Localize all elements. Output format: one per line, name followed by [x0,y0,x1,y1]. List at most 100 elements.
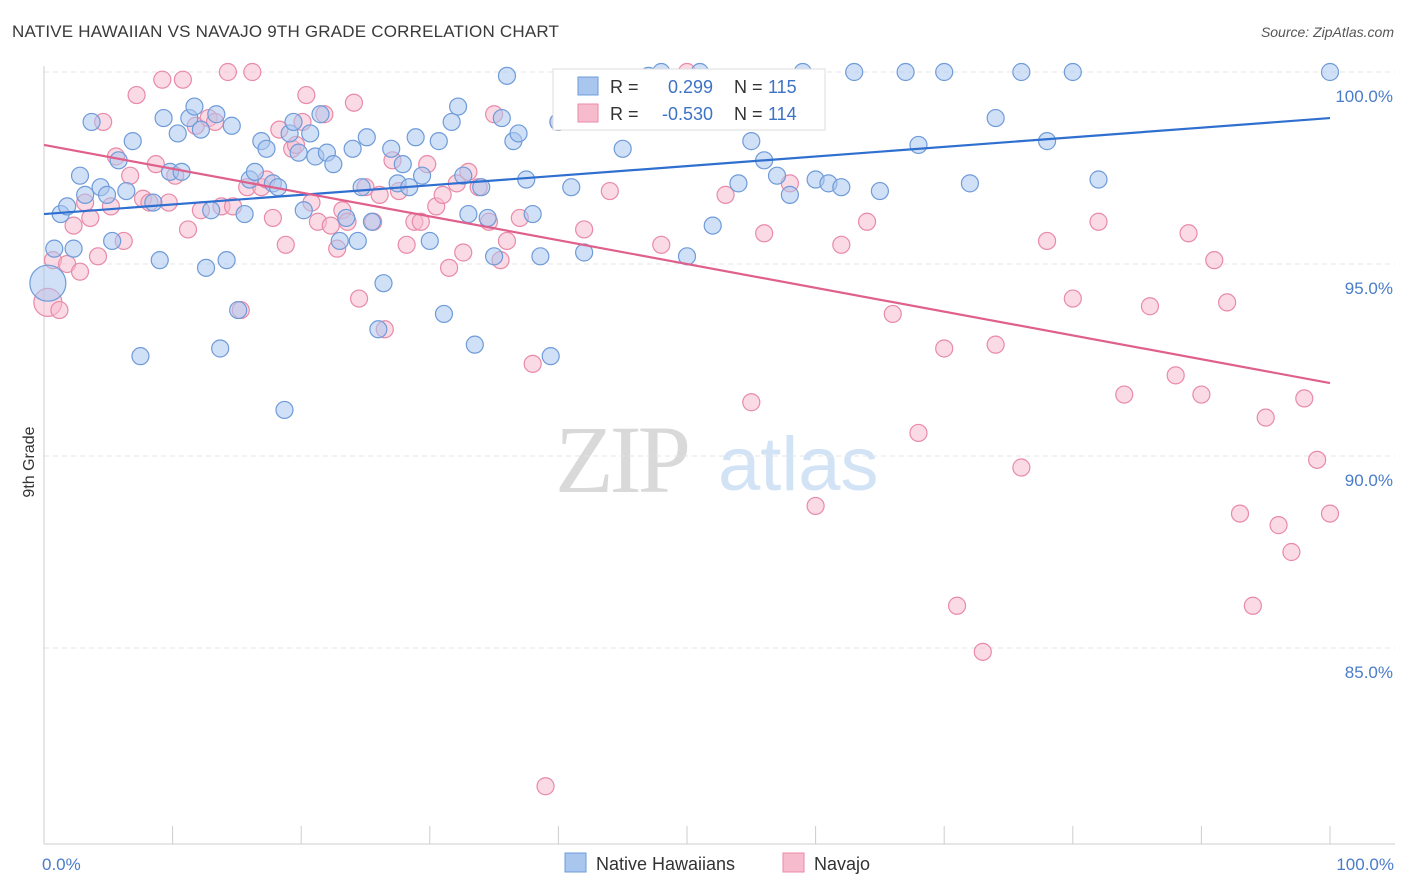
blue-point [960,174,980,193]
pink-point [64,216,83,235]
blue-point [294,201,313,220]
blue-point [729,174,748,193]
pink-point [1115,385,1134,404]
blue-point [257,139,276,158]
pink-point [883,304,902,324]
blue-point [362,212,382,231]
blue-point [82,112,101,132]
legend-label-navajo: Navajo [814,854,870,874]
pink-point [857,212,877,231]
blue-point [343,139,362,158]
pink-point [321,216,340,235]
native-hawaiian-trend-line [43,116,1331,216]
blue-point [229,300,248,320]
blue-point [767,166,787,185]
blue-point [301,124,320,143]
stats-r-label-1: R = [610,77,639,97]
pink-point [947,596,967,615]
y-tick-label-1: 95.0% [1345,279,1393,298]
legend-label-native-hawaiians: Native Hawaiians [596,854,735,874]
blue-point [845,62,864,82]
pink-point [806,496,825,516]
y-tick-labels: 100.0% 95.0% 90.0% 85.0% [1335,87,1393,682]
blue-point [348,231,367,251]
blue-point [448,97,468,116]
blue-point [245,162,265,181]
blue-point [150,251,169,270]
blue-point [154,108,173,128]
blue-point [144,193,163,212]
blue-point [509,124,528,143]
blue-point [352,178,371,197]
blue-point [117,181,136,201]
pink-point [454,243,473,262]
grid-lines [44,71,1395,649]
y-axis-title: 9th Grade [21,426,38,497]
pink-point [439,258,459,277]
blue-point [211,339,230,358]
blue-point [324,155,343,174]
blue-point [492,108,511,128]
blue-point [935,62,954,82]
blue-point [613,139,632,158]
trend-lines [43,116,1331,385]
blue-point [185,97,204,116]
pink-point [600,181,619,201]
blue-point [531,247,550,266]
blue-point [222,116,241,135]
watermark-zip: ZIP [555,406,688,513]
pink-point [159,193,178,212]
blue-point [284,112,303,132]
chart-title: NATIVE HAWAIIAN VS NAVAJO 9TH GRADE CORR… [12,22,560,41]
pink-point [909,423,928,443]
pink-point [88,247,108,266]
blue-point [45,239,64,258]
y-tick-label-2: 90.0% [1345,471,1393,490]
blue-point [196,258,216,277]
stats-r-value-1: 0.299 [668,77,713,97]
pink-point [973,642,992,661]
pink-point [370,185,389,204]
blue-point [58,197,77,216]
blue-point [497,66,517,85]
stats-r-value-2: -0.530 [662,104,713,124]
blue-point [1037,132,1057,151]
legend-pink-swatch [782,852,805,873]
blue-point [97,185,117,204]
pink-point [1218,293,1237,312]
blue-point [703,216,722,235]
pink-point [1089,212,1108,231]
pink-point [832,235,851,254]
blue-point [191,120,210,139]
blue-point [76,185,95,204]
pink-point [173,70,192,89]
pink-point [1308,450,1327,469]
blue-point [406,128,425,147]
pink-point [575,220,594,239]
blue-point [369,320,388,339]
pink-point [263,208,283,228]
stats-blue-swatch [577,76,599,96]
pink-point [297,85,316,105]
blue-point [472,178,491,197]
blue-point [70,166,90,185]
pink-point [523,354,542,373]
blue-point [207,105,226,124]
blue-point [29,264,67,302]
pink-point [411,212,430,231]
blue-point [442,112,461,132]
blue-point [909,135,928,155]
pink-point [50,300,69,320]
stats-n-label-1: N = [734,77,763,97]
blue-point [168,124,187,143]
pink-point [1012,458,1031,477]
pink-point [716,185,735,204]
blue-point [337,208,356,228]
blue-point [434,304,454,324]
y-tick-label-3: 85.0% [1345,663,1393,682]
x-tick-label-max: 100.0% [1336,855,1394,874]
blue-point [420,231,439,251]
blue-point [780,185,799,204]
pink-point [742,393,761,412]
pink-point [70,262,90,281]
